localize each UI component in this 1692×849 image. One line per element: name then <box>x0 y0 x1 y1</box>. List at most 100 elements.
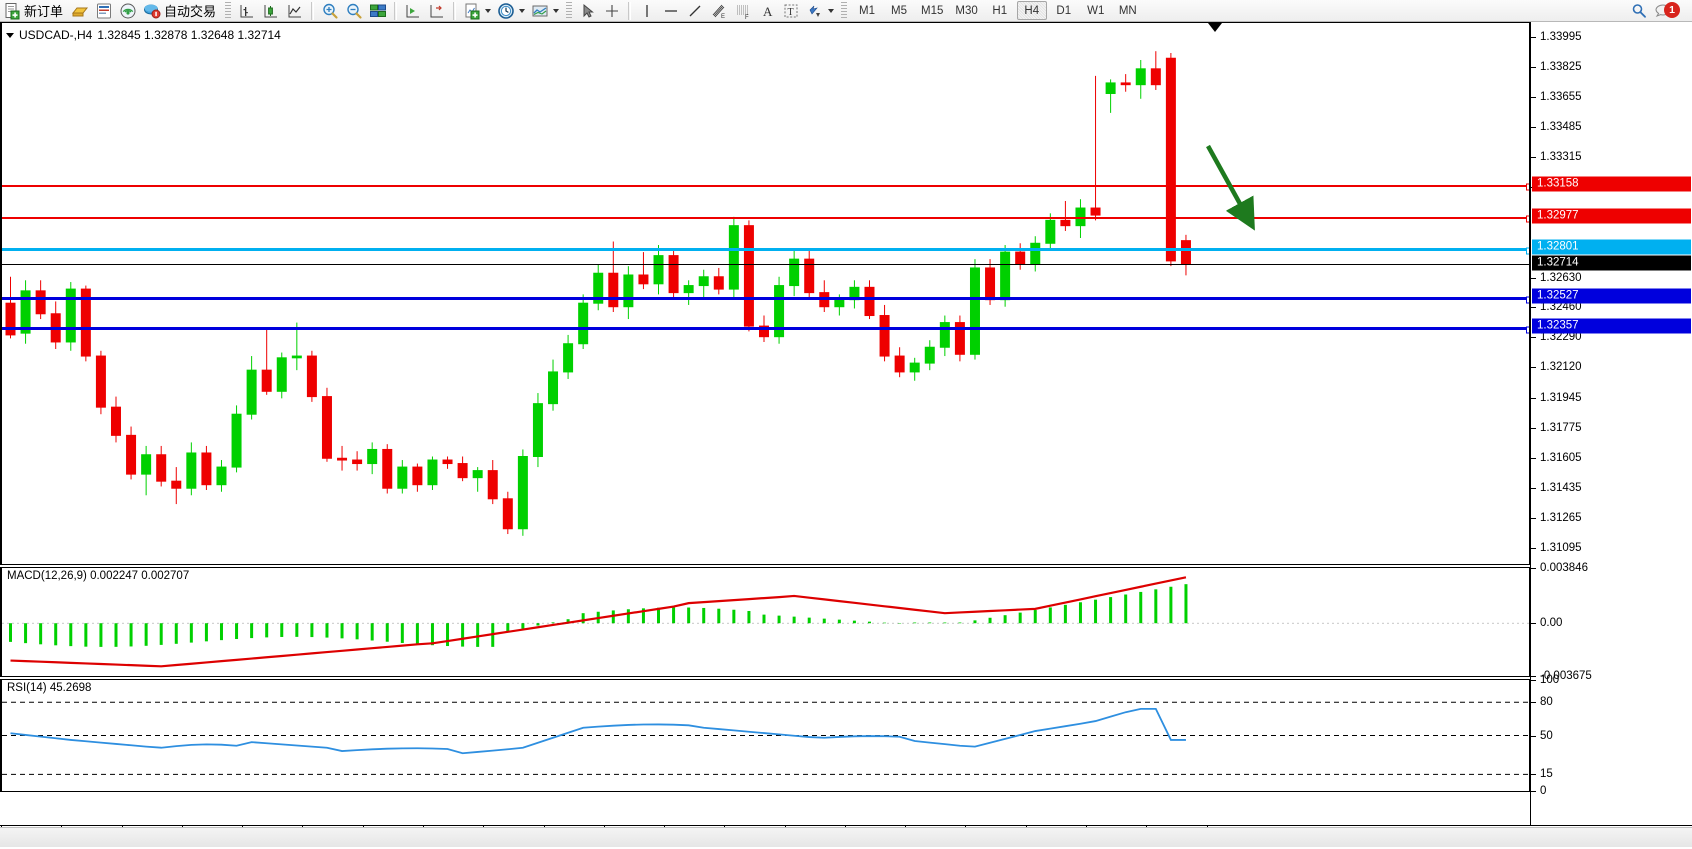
chart-autoscroll-button[interactable] <box>425 1 449 21</box>
price-tag-current-price[interactable]: 1.32714 <box>1532 255 1691 271</box>
indicators-icon <box>531 2 549 20</box>
price-axis[interactable]: 1.33995 1.33825 1.33655 1.33485 1.33315 1.331… <box>1530 22 1692 825</box>
bar-chart-button[interactable] <box>235 1 259 21</box>
arrows-tool-button[interactable] <box>803 1 837 21</box>
price-tag-resistance-line[interactable]: 1.32977 <box>1532 208 1691 224</box>
cursor-tool-button[interactable] <box>576 1 600 21</box>
auto-trading-icon <box>143 2 161 20</box>
timeframe-h1[interactable]: H1 <box>992 4 1008 17</box>
arrow-annotation[interactable] <box>2 23 1530 564</box>
chart-menu-caret-icon[interactable] <box>6 32 14 38</box>
chat-bubble-icon[interactable]: 1 <box>1654 1 1684 20</box>
crosshair-tool-button[interactable] <box>600 1 624 21</box>
indicators-dropdown-caret[interactable] <box>553 8 560 13</box>
indicators-button[interactable] <box>528 1 562 21</box>
new-chart-dropdown-caret[interactable] <box>485 8 492 13</box>
line-drag-handle[interactable] <box>1526 296 1529 304</box>
arrows-dropdown-caret[interactable] <box>828 8 835 13</box>
rsi-tick: 0 <box>1531 785 1692 797</box>
price-tick: 1.32120 <box>1531 361 1692 373</box>
timeframe-m30[interactable]: M30 <box>955 4 978 17</box>
price-tag-support-line[interactable]: 1.32357 <box>1532 318 1691 334</box>
new-chart-button[interactable] <box>460 1 494 21</box>
rsi-panel[interactable]: RSI(14) 45.2698 <box>0 679 1530 792</box>
cursor-arrow-icon <box>579 2 597 20</box>
level-line-132357[interactable] <box>2 326 1529 334</box>
rsi-label: RSI(14) 45.2698 <box>7 682 92 694</box>
toolbar-grip-1[interactable] <box>225 1 232 20</box>
line-drag-handle[interactable] <box>1526 326 1529 334</box>
line-drag-handle[interactable] <box>1526 247 1529 255</box>
text-label-tool-button[interactable]: T <box>779 1 803 21</box>
price-tick: 1.31095 <box>1531 542 1692 554</box>
price-tick: 1.31605 <box>1531 452 1692 464</box>
equidistant-channel-tool-button[interactable]: E <box>707 1 731 21</box>
new-chart-icon <box>463 2 481 20</box>
level-line-133158[interactable] <box>2 183 1529 191</box>
price-tick: 1.31435 <box>1531 482 1692 494</box>
new-order-icon <box>3 2 21 20</box>
level-line-132977[interactable] <box>2 215 1529 223</box>
level-line-132801[interactable] <box>2 247 1529 255</box>
toolbar-separator-4 <box>628 1 632 20</box>
toolbar-grip-2[interactable] <box>566 1 573 20</box>
timeframe-h4[interactable]: H4 <box>1016 1 1047 20</box>
gold-bar-icon <box>71 2 89 20</box>
arrows-icon <box>806 2 824 20</box>
chart-marker-caret-icon <box>1208 23 1222 32</box>
price-tick: 1.31945 <box>1531 392 1692 404</box>
timeframe-w1[interactable]: W1 <box>1087 4 1105 17</box>
toolbar-grip-3[interactable] <box>841 1 848 20</box>
toolbar-separator-1 <box>311 1 315 20</box>
plot-area: MACD(12,26,9) 0.002247 0.002707 RSI(14) … <box>0 22 1530 825</box>
horizontal-line-icon <box>662 2 680 20</box>
timeframe-dropdown-caret[interactable] <box>519 8 526 13</box>
macd-tick: 0.00 <box>1531 617 1692 629</box>
horizontal-line-tool-button[interactable] <box>659 1 683 21</box>
svg-text:F: F <box>745 15 749 20</box>
timeframe-m5[interactable]: M5 <box>891 4 908 17</box>
line-chart-button[interactable] <box>283 1 307 21</box>
tile-windows-button[interactable] <box>366 1 390 21</box>
search-icon[interactable] <box>1630 2 1648 20</box>
level-line-132527[interactable] <box>2 296 1529 304</box>
auto-trading-button[interactable]: 自动交易 <box>140 1 221 21</box>
price-tick: 1.31775 <box>1531 422 1692 434</box>
signals-button[interactable] <box>116 1 140 21</box>
status-bar <box>0 827 1692 847</box>
gold-bar-button[interactable] <box>68 1 92 21</box>
timeframe-d1[interactable]: D1 <box>1056 4 1072 17</box>
price-tag-support-line[interactable]: 1.32527 <box>1532 288 1691 304</box>
candlestick-chart-button[interactable] <box>259 1 283 21</box>
price-tick: 1.33825 <box>1531 61 1692 73</box>
navigator-button[interactable] <box>92 1 116 21</box>
timeframe-menu-button[interactable] <box>494 1 528 21</box>
navigator-icon <box>95 2 113 20</box>
vertical-line-icon <box>638 2 656 20</box>
price-tick: 1.32630 <box>1531 272 1692 284</box>
new-order-button[interactable]: 新订单 <box>0 1 68 21</box>
svg-text:T: T <box>788 7 794 18</box>
price-tick: 1.32290 <box>1531 331 1692 343</box>
timeframe-mn[interactable]: MN <box>1118 4 1137 17</box>
text-tool-button[interactable]: A <box>755 1 779 21</box>
symbol-header: USDCAD-,H4 1.32845 1.32878 1.32648 1.327… <box>6 28 281 42</box>
zoom-in-button[interactable] <box>318 1 342 21</box>
price-tick: 1.33655 <box>1531 91 1692 103</box>
chart-shift-button[interactable] <box>401 1 425 21</box>
vertical-line-tool-button[interactable] <box>635 1 659 21</box>
fibonacci-tool-button[interactable]: F <box>731 1 755 21</box>
price-tag-entry-line[interactable]: 1.32801 <box>1532 239 1691 255</box>
timeframe-m1[interactable]: M1 <box>859 4 876 17</box>
price-tag-resistance-line[interactable]: 1.33158 <box>1532 176 1691 192</box>
zoom-out-button[interactable] <box>342 1 366 21</box>
trendline-tool-button[interactable] <box>683 1 707 21</box>
line-drag-handle[interactable] <box>1526 215 1529 223</box>
macd-tick: -0.003675 <box>1531 670 1692 682</box>
macd-plot <box>2 576 1529 668</box>
timeframe-m15[interactable]: M15 <box>921 4 944 17</box>
line-drag-handle[interactable] <box>1526 183 1529 191</box>
symbol-label: USDCAD-,H4 <box>19 28 93 42</box>
macd-panel[interactable]: MACD(12,26,9) 0.002247 0.002707 <box>0 567 1530 677</box>
price-panel[interactable] <box>0 22 1530 565</box>
